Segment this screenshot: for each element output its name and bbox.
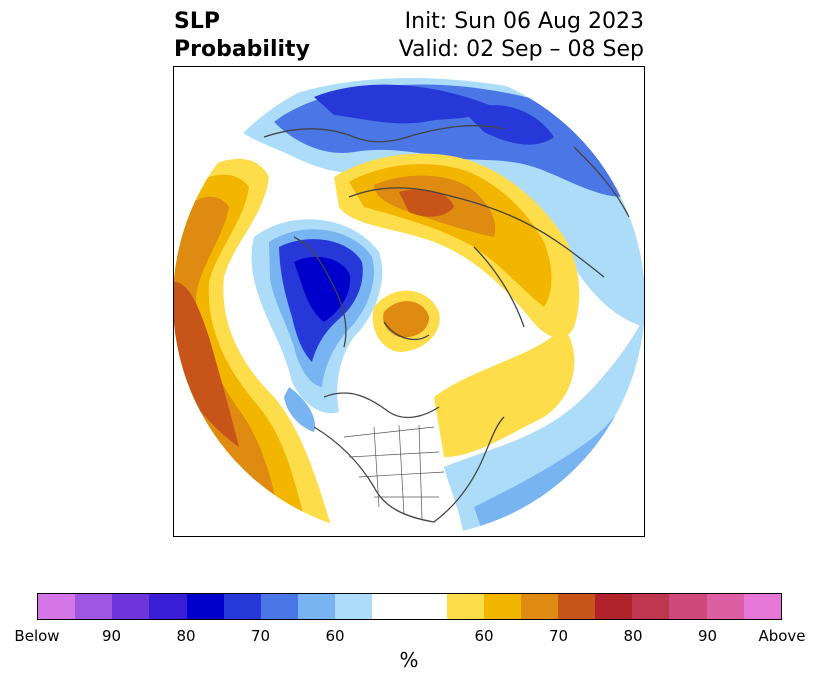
colorbar-segment <box>260 594 298 619</box>
colorbar-segment <box>743 594 781 619</box>
coastlines <box>263 125 630 523</box>
colorbar-tick-label: 90 <box>697 627 718 645</box>
colorbar-segment <box>335 594 373 619</box>
colorbar-tick-label: 90 <box>101 627 122 645</box>
colorbar-segment <box>372 594 410 619</box>
colorbar-segment <box>223 594 261 619</box>
colorbar-segment <box>38 594 76 619</box>
colorbar-segment <box>112 594 150 619</box>
colorbar-tick-label: Above <box>758 627 806 645</box>
colorbar-segment <box>557 594 596 619</box>
map-title-dates: Init: Sun 06 Aug 2023 Valid: 02 Sep – 08… <box>399 8 644 64</box>
valid-date-label: Valid: 02 Sep – 08 Sep <box>398 37 644 62</box>
colorbar-tick-label: 70 <box>548 627 569 645</box>
colorbar-segment <box>669 594 707 619</box>
blue-region-arctic-core <box>314 84 494 124</box>
colorbar-unit-label: % <box>399 648 419 672</box>
colorbar-segment <box>446 594 484 619</box>
colorbar-segment <box>186 594 224 619</box>
colorbar-tick-label: Below <box>14 627 60 645</box>
state-borders <box>343 424 445 520</box>
polar-map <box>173 66 645 537</box>
title-variable-line2: Probability <box>174 37 310 62</box>
title-variable-line1: SLP <box>174 9 220 34</box>
yellow-region-atlantic <box>434 327 575 457</box>
colorbar-segment <box>297 594 336 619</box>
colorbar <box>37 593 782 620</box>
colorbar-tick-label: 70 <box>250 627 271 645</box>
colorbar-tick-label: 60 <box>325 627 345 645</box>
colorbar-segment <box>632 594 670 619</box>
colorbar-segment <box>595 594 633 619</box>
colorbar-segment <box>409 594 447 619</box>
colorbar-tick-label: 80 <box>176 627 196 645</box>
colorbar-segment <box>520 594 558 619</box>
colorbar-segment <box>149 594 187 619</box>
colorbar-segment <box>75 594 113 619</box>
slp-probability-map <box>174 67 644 536</box>
colorbar-segment <box>706 594 744 619</box>
map-title-variable: SLP Probability <box>174 8 310 64</box>
colorbar-segment <box>483 594 521 619</box>
init-date-label: Init: Sun 06 Aug 2023 <box>404 9 644 34</box>
colorbar-tick-label: 60 <box>474 627 494 645</box>
colorbar-tick-label: 80 <box>623 627 643 645</box>
